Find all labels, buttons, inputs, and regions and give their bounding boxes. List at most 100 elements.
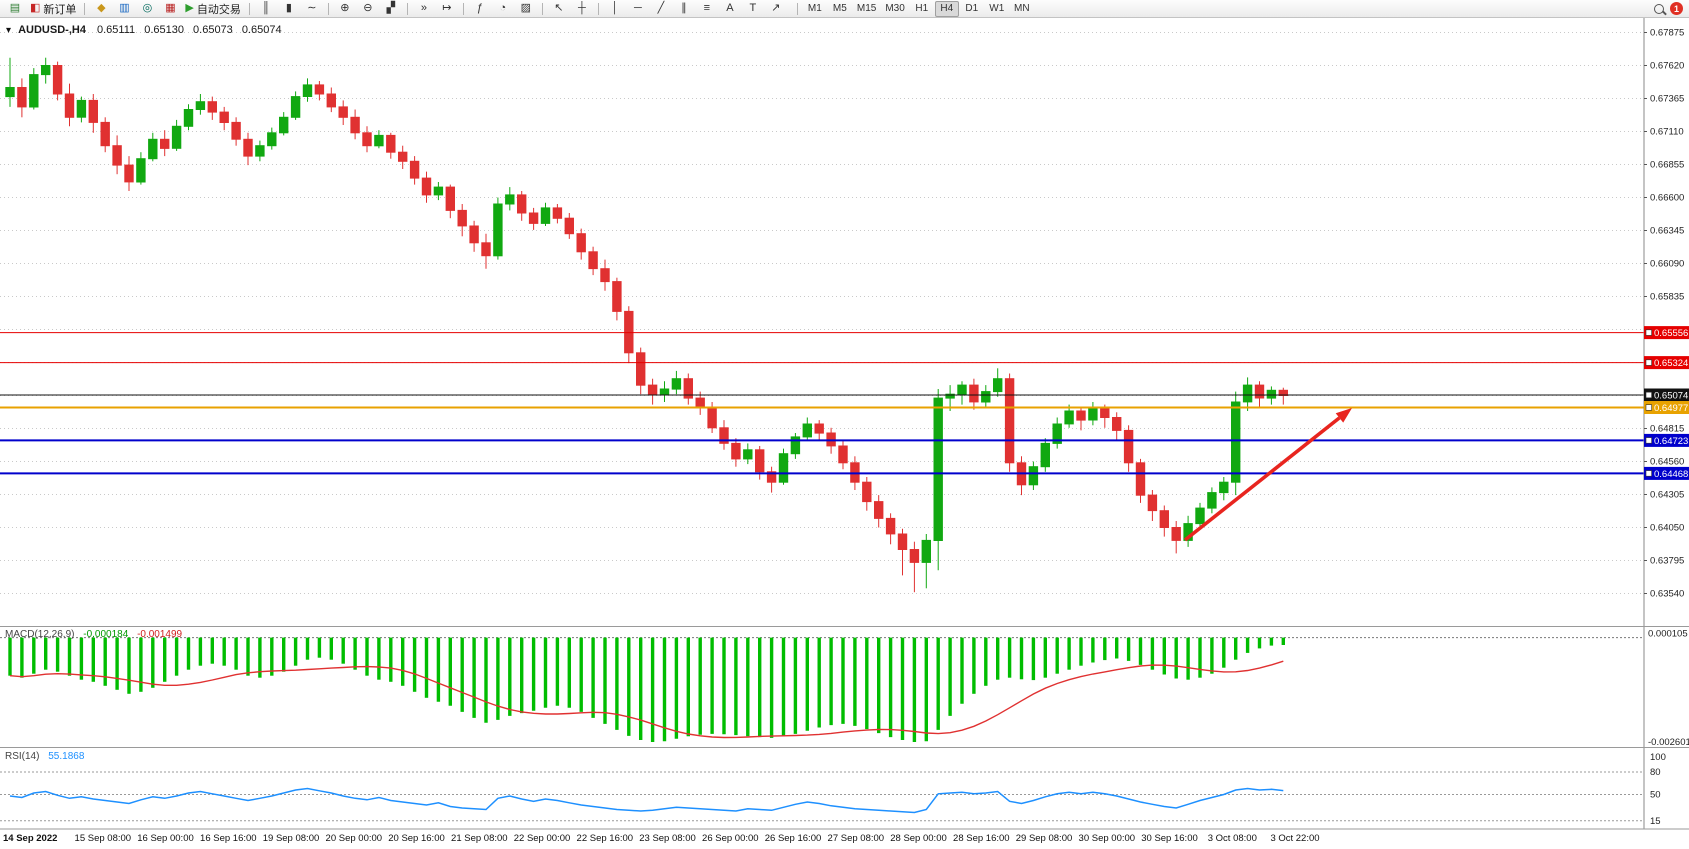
svg-text:0.64977: 0.64977 (1654, 403, 1688, 414)
zoom-in-button[interactable]: ⊕ (334, 1, 356, 16)
templates-button[interactable]: ▨ (515, 1, 537, 16)
chart-shift-button[interactable]: ↦ (436, 1, 458, 16)
time-axis[interactable]: 14 Sep 2022 15 Sep 08:00 16 Sep 00:00 16 Se… (3, 833, 1320, 844)
new-order-icon: ◧ (30, 2, 41, 14)
candle (243, 138, 253, 157)
candle (600, 268, 610, 283)
search-icon[interactable] (1654, 3, 1664, 14)
toolbar-separator (84, 2, 86, 15)
new-order-button[interactable]: ◧ 新订单 (27, 1, 79, 16)
timeframe-h1-button[interactable]: H1 (915, 3, 929, 14)
timeframe-m1-button[interactable]: M1 (807, 3, 822, 14)
candle (671, 378, 682, 390)
candle (707, 406, 717, 429)
timeframe-w1-button[interactable]: W1 (989, 3, 1005, 14)
trendline-button[interactable]: ╱ (650, 1, 672, 16)
toolbar-right: 1 (1654, 2, 1685, 15)
rsi-value: 55.1868 (48, 751, 85, 762)
toolbar-separator (796, 2, 798, 15)
price-tag-0.64977: 0.64977 (1644, 401, 1689, 414)
line-chart-icon: ∼ (307, 2, 317, 14)
candle (88, 99, 98, 123)
macd-main-value: -0.000184 (83, 629, 129, 640)
text-button[interactable]: A (719, 1, 741, 16)
one-click-trading-icon[interactable]: ▾ (6, 25, 12, 36)
toolbar-button-groups: ▤ ◧ 新订单 ◆ ▥ ◎ ▦ ▶ 自动交易 ║ ▮ ∼ ⊕ ⊖ ▞ » ↦ ƒ ◔ ▨ ↖ ┼ │ ─ ╱ ∥ ≡ A T ↗ (4, 1, 787, 16)
price-axis-label: 0.64560 (1650, 457, 1684, 468)
price-axis-label: 0.66345 (1650, 226, 1684, 237)
price-tag-0.65556: 0.65556 (1644, 326, 1689, 340)
macd-indicator-label: MACD(12,26,9) -0.000184 -0.001499 (5, 629, 182, 640)
candle (1231, 401, 1241, 483)
toolbar-separator (248, 2, 250, 15)
candle (957, 384, 967, 395)
timeframe-d1-button[interactable]: D1 (965, 3, 979, 14)
price-tag-0.64468: 0.64468 (1644, 466, 1689, 480)
auto-scroll-button[interactable]: » (413, 1, 435, 16)
navigator-button[interactable]: ◎ (136, 1, 158, 16)
bar-chart-icon: ║ (261, 2, 270, 14)
notification-badge[interactable]: 1 (1670, 2, 1683, 15)
timeframe-h4-button[interactable]: H4 (934, 0, 959, 17)
timeframe-m5-button[interactable]: M5 (832, 3, 847, 14)
templates-icon: ▨ (520, 2, 532, 14)
svg-text:0.65324: 0.65324 (1654, 358, 1688, 369)
time-axis-label: 20 Sep 16:00 (388, 833, 445, 844)
time-axis-label: 29 Sep 08:00 (1016, 833, 1073, 844)
macd-axis-bottom: -0.002601 (1648, 737, 1689, 748)
candle (814, 423, 824, 434)
candle (897, 533, 908, 550)
price-axis[interactable]: 0.67875 0.67620 0.67365 0.67110 0.66855 0.666… (1643, 18, 1689, 829)
indicators-button[interactable]: ƒ (469, 1, 491, 16)
svg-text:0.65556: 0.65556 (1654, 328, 1688, 339)
time-axis-label: 28 Sep 16:00 (953, 833, 1010, 844)
candlestick-button[interactable]: ▮ (278, 1, 300, 16)
price-axis-label: 0.67875 (1650, 28, 1684, 39)
market-watch-button[interactable]: ▥ (113, 1, 135, 16)
candle (755, 449, 765, 473)
zoom-out-button[interactable]: ⊖ (357, 1, 379, 16)
candle (445, 186, 456, 211)
candle (624, 310, 634, 354)
candle (1242, 384, 1253, 403)
candle (743, 449, 753, 460)
vertical-line-button[interactable]: │ (604, 1, 626, 16)
horizontal-lines[interactable] (0, 332, 1644, 475)
channel-button[interactable]: ∥ (673, 1, 695, 16)
panel-separators[interactable] (0, 626, 1689, 830)
line-chart-button[interactable]: ∼ (301, 1, 323, 16)
profiles-button[interactable]: ◆ (90, 1, 112, 16)
candle (528, 212, 539, 224)
terminal-button[interactable]: ▦ (159, 1, 181, 16)
timeframe-mn-button[interactable]: MN (1014, 3, 1030, 14)
arrows-button[interactable]: ↗ (765, 1, 787, 16)
autotrading-button[interactable]: ▶ 自动交易 (182, 1, 243, 16)
time-axis-label: 23 Sep 08:00 (639, 833, 696, 844)
fibonacci-button[interactable]: ≡ (696, 1, 718, 16)
cursor-button[interactable]: ↖ (548, 1, 570, 16)
rsi-panel (0, 771, 1644, 822)
horizontal-line-button[interactable]: ─ (627, 1, 649, 16)
time-axis-label: 30 Sep 16:00 (1141, 833, 1198, 844)
tile-windows-button[interactable]: ▞ (380, 1, 402, 16)
time-axis-label: 26 Sep 00:00 (702, 833, 759, 844)
candle (1207, 492, 1217, 509)
label-button[interactable]: T (742, 1, 764, 16)
bar-chart-button[interactable]: ║ (255, 1, 277, 16)
time-axis-label: 22 Sep 00:00 (514, 833, 571, 844)
candle (29, 74, 39, 108)
candle (183, 109, 194, 127)
price-axis-label: 0.67620 (1650, 61, 1684, 72)
trend-arrow[interactable] (1183, 408, 1352, 542)
candle (457, 209, 467, 227)
timeframe-m30-button[interactable]: M30 (885, 3, 905, 14)
candle (719, 427, 729, 444)
candle (766, 471, 777, 483)
timeframe-m15-button[interactable]: M15 (856, 3, 877, 14)
symbol-period-label: AUDUSD-,H4 (18, 24, 86, 36)
crosshair-button[interactable]: ┼ (571, 1, 593, 16)
candle (171, 125, 182, 149)
periods-button[interactable]: ◔ (492, 1, 514, 16)
new-chart-button[interactable]: ▤ (4, 1, 26, 16)
